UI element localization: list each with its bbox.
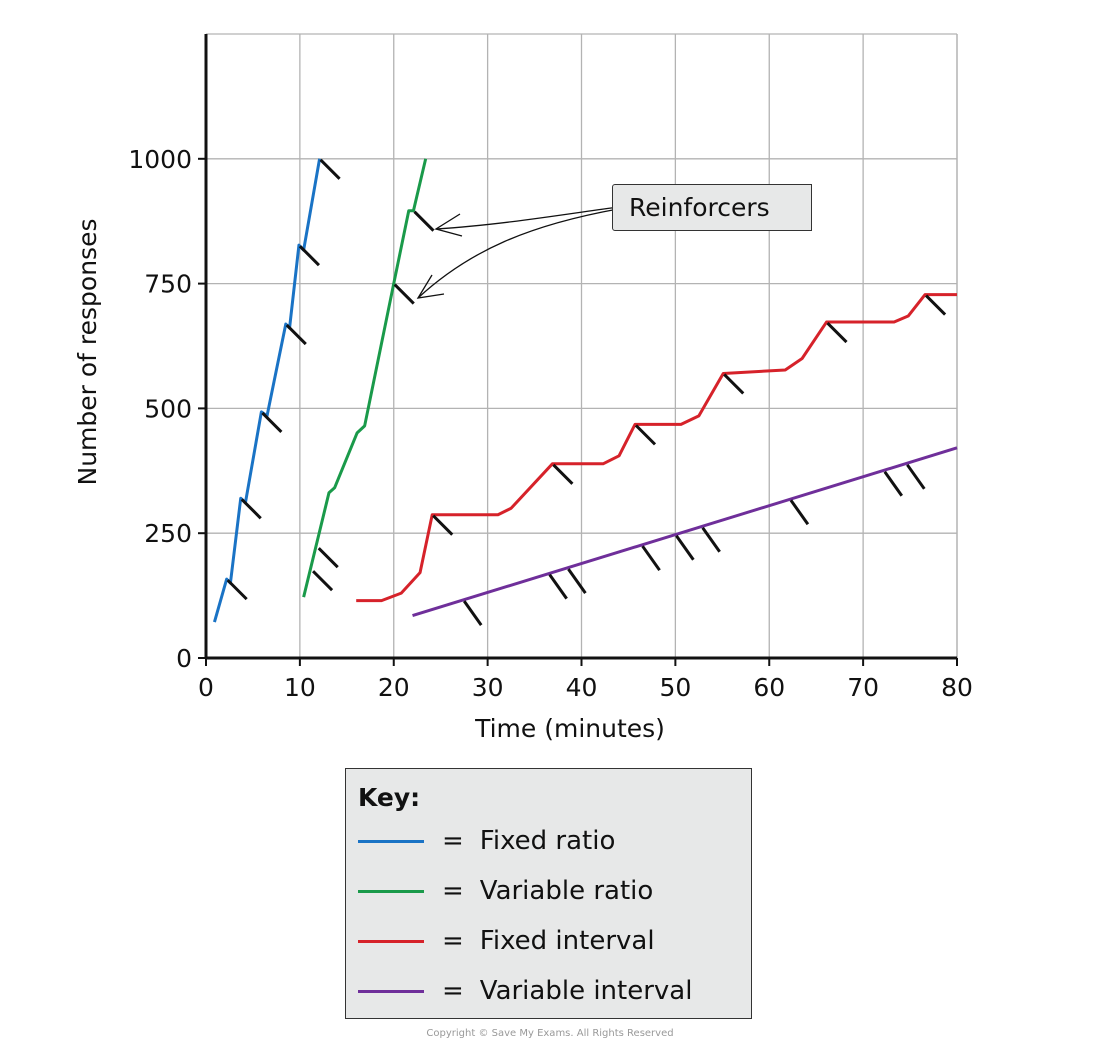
legend-label: Fixed interval xyxy=(479,926,655,956)
x-tick-label: 0 xyxy=(198,673,214,702)
legend-equals: = xyxy=(442,826,464,856)
x-tick-label: 60 xyxy=(753,673,785,702)
reinforcer-mark xyxy=(548,573,568,600)
axes: 0 10 20 30 40 50 60 70 80 0 250 500 750 1000 xyxy=(128,34,973,702)
arrow-1 xyxy=(435,206,619,230)
series-variable-interval xyxy=(412,446,958,618)
legend-item-variable-ratio: = Variable ratio xyxy=(358,871,653,911)
legend-swatch xyxy=(358,889,424,893)
reinforcer-mark xyxy=(226,579,248,601)
series-fixed-interval xyxy=(356,293,957,603)
series-lines xyxy=(213,158,958,623)
reinforcer-mark xyxy=(317,547,339,569)
x-tick-label: 10 xyxy=(284,673,316,702)
legend-swatch xyxy=(358,839,424,843)
reinforcer-mark xyxy=(906,463,926,490)
reinforcer-mark xyxy=(298,245,320,267)
callout-label: Reinforcers xyxy=(629,193,770,222)
reinforcers-callout: Reinforcers xyxy=(612,184,812,231)
y-tick-label: 500 xyxy=(144,394,192,423)
y-tick-label: 750 xyxy=(144,270,192,299)
reinforcer-mark xyxy=(312,570,334,592)
series-variable-ratio xyxy=(302,158,428,598)
legend-equals: = xyxy=(442,926,464,956)
y-tick-label: 1000 xyxy=(128,145,192,174)
arrow-2 xyxy=(417,208,619,299)
x-axis-label: Time (minutes) xyxy=(474,714,665,743)
y-axis-label: Number of responses xyxy=(73,219,102,486)
x-tick-label: 30 xyxy=(472,673,504,702)
legend-item-fixed-ratio: = Fixed ratio xyxy=(358,821,615,861)
x-tick-label: 80 xyxy=(941,673,973,702)
reinforcer-mark xyxy=(319,158,341,180)
x-tick-label: 70 xyxy=(847,673,879,702)
reinforcer-mark xyxy=(925,294,947,316)
legend-equals: = xyxy=(442,876,464,906)
reinforcer-mark xyxy=(552,463,574,485)
reinforcer-mark xyxy=(413,210,435,232)
legend: Key: = Fixed ratio = Variable ratio = Fixed i… xyxy=(345,768,752,1019)
x-tick-label: 40 xyxy=(566,673,598,702)
reinforcer-mark xyxy=(261,411,283,433)
legend-equals: = xyxy=(442,976,464,1006)
reinforcer-mark xyxy=(567,568,587,595)
reinforcer-mark xyxy=(701,526,721,553)
grid xyxy=(206,33,958,658)
reinforcer-mark xyxy=(240,498,262,520)
legend-label: Fixed ratio xyxy=(479,826,616,856)
legend-label: Variable interval xyxy=(479,976,693,1006)
x-tick-label: 50 xyxy=(659,673,691,702)
legend-item-fixed-interval: = Fixed interval xyxy=(358,921,655,961)
legend-swatch xyxy=(358,939,424,943)
reinforcer-mark xyxy=(789,499,810,526)
legend-title: Key: xyxy=(358,783,421,812)
reinforcer-mark xyxy=(393,283,415,305)
reinforcer-mark xyxy=(432,514,454,536)
series-fixed-ratio xyxy=(213,158,322,623)
reinforcer-mark xyxy=(826,321,848,344)
reinforcer-mark xyxy=(641,545,661,572)
y-tick-label: 250 xyxy=(144,519,192,548)
x-tick-label: 20 xyxy=(378,673,410,702)
reinforcer-mark xyxy=(634,424,657,446)
legend-item-variable-interval: = Variable interval xyxy=(358,971,692,1011)
reinforcer-mark xyxy=(285,323,307,346)
reinforcer-mark xyxy=(723,373,745,395)
legend-swatch xyxy=(358,989,424,993)
reinforcer-marks xyxy=(226,158,947,626)
arrow-head-1 xyxy=(434,213,463,237)
legend-label: Variable ratio xyxy=(479,876,654,906)
reinforcer-mark xyxy=(462,600,483,626)
reinforcer-mark xyxy=(883,470,904,497)
copyright: Copyright © Save My Exams. All Rights Re… xyxy=(426,1028,674,1039)
arrow-head-2 xyxy=(416,274,445,299)
y-tick-label: 0 xyxy=(176,644,192,673)
reinforcer-mark xyxy=(675,534,695,561)
